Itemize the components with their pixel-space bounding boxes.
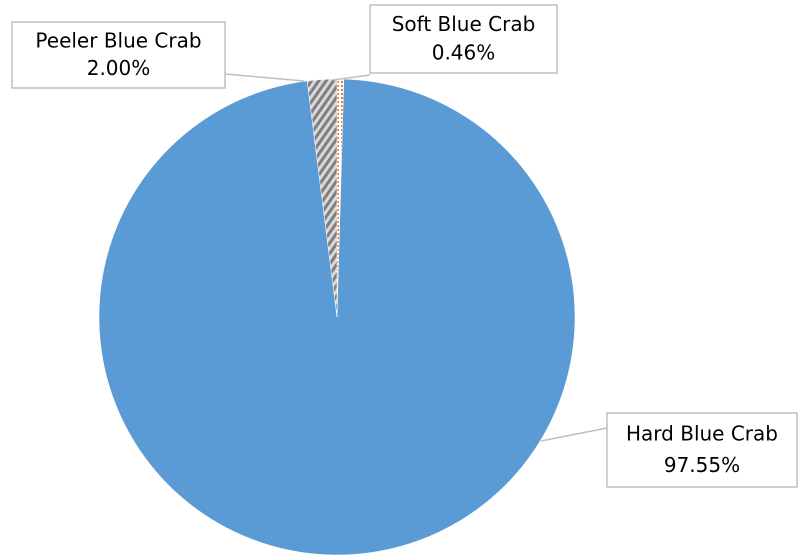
leader-line: [332, 74, 371, 81]
label-box: [606, 412, 798, 488]
pie: [98, 78, 576, 556]
category-label: Hard Blue Crab: [626, 422, 778, 446]
data-labels: Soft Blue Crab 0.46% Hard Blue Crab 97.55% P…: [11, 4, 798, 488]
label-box: [11, 21, 226, 89]
pie-slice: [98, 78, 576, 556]
value-label: 0.46%: [432, 40, 496, 64]
leader-line: [224, 73, 305, 82]
leader-line: [540, 427, 608, 442]
category-label: Peeler Blue Crab: [35, 28, 201, 52]
label-box: [369, 4, 558, 74]
value-label: 97.55%: [664, 453, 740, 477]
value-label: 2.00%: [87, 56, 151, 80]
category-label: Soft Blue Crab: [392, 12, 536, 36]
